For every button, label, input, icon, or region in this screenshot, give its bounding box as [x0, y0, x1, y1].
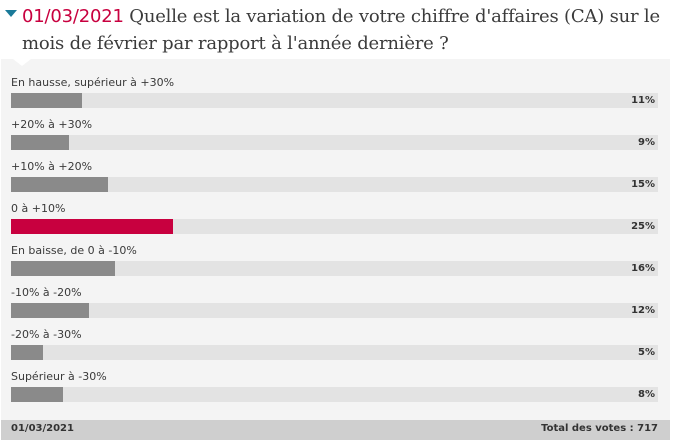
result-bar-fill	[11, 303, 89, 318]
poll-results-card: En hausse, supérieur à +30% 11% +20% à +30…	[1, 59, 670, 440]
total-votes: Total des votes : 717	[541, 423, 658, 434]
option-percent: 9%	[638, 137, 655, 148]
option-label: +20% à +30%	[11, 118, 93, 131]
option-percent: 12%	[631, 305, 655, 316]
option-percent: 16%	[631, 263, 655, 274]
option-label: -20% à -30%	[11, 328, 82, 341]
collapse-triangle-icon[interactable]	[5, 10, 17, 17]
result-bar-track: 12%	[11, 303, 658, 318]
result-bar-track: 16%	[11, 261, 658, 276]
result-bar-fill	[11, 345, 44, 360]
result-bar-track: 9%	[11, 135, 658, 150]
option-label: En baisse, de 0 à -10%	[11, 244, 137, 257]
result-bar-track: 15%	[11, 177, 658, 192]
result-bar-fill	[11, 93, 83, 108]
result-bar-fill-highlight	[11, 219, 173, 234]
option-label: Supérieur à -30%	[11, 370, 107, 383]
poll-option-row: -10% à -20% 12%	[11, 286, 658, 328]
result-bar-fill	[11, 261, 115, 276]
poll-option-row: Supérieur à -30% 8%	[11, 370, 658, 412]
option-percent: 8%	[638, 389, 655, 400]
poll-date: 01/03/2021	[22, 6, 124, 27]
result-bar-fill	[11, 177, 109, 192]
poll-question: Quelle est la variation de votre chiffre…	[22, 6, 660, 54]
option-percent: 15%	[631, 179, 655, 190]
option-label: +10% à +20%	[11, 160, 93, 173]
option-percent: 5%	[638, 347, 655, 358]
result-bar-track: 8%	[11, 387, 658, 402]
poll-option-row: En baisse, de 0 à -10% 16%	[11, 244, 658, 286]
result-bar-track: 25%	[11, 219, 658, 234]
poll-option-row: +10% à +20% 15%	[11, 160, 658, 202]
result-bar-fill	[11, 135, 70, 150]
option-label: -10% à -20%	[11, 286, 82, 299]
poll-option-row: 0 à +10% 25%	[11, 202, 658, 244]
result-bar-track: 11%	[11, 93, 658, 108]
poll-footer: 01/03/2021 Total des votes : 717	[1, 420, 670, 440]
result-bar-fill	[11, 387, 63, 402]
option-percent: 25%	[631, 221, 655, 232]
option-label: En hausse, supérieur à +30%	[11, 76, 175, 89]
option-label: 0 à +10%	[11, 202, 66, 215]
poll-title: 01/03/2021 Quelle est la variation de vo…	[22, 3, 662, 57]
poll-header: 01/03/2021 Quelle est la variation de vo…	[0, 0, 674, 58]
option-percent: 11%	[631, 95, 655, 106]
poll-option-row: -20% à -30% 5%	[11, 328, 658, 370]
result-bar-track: 5%	[11, 345, 658, 360]
poll-option-row: +20% à +30% 9%	[11, 118, 658, 160]
poll-option-row: En hausse, supérieur à +30% 11%	[11, 76, 658, 118]
footer-date: 01/03/2021	[11, 423, 74, 434]
card-notch	[13, 59, 31, 66]
